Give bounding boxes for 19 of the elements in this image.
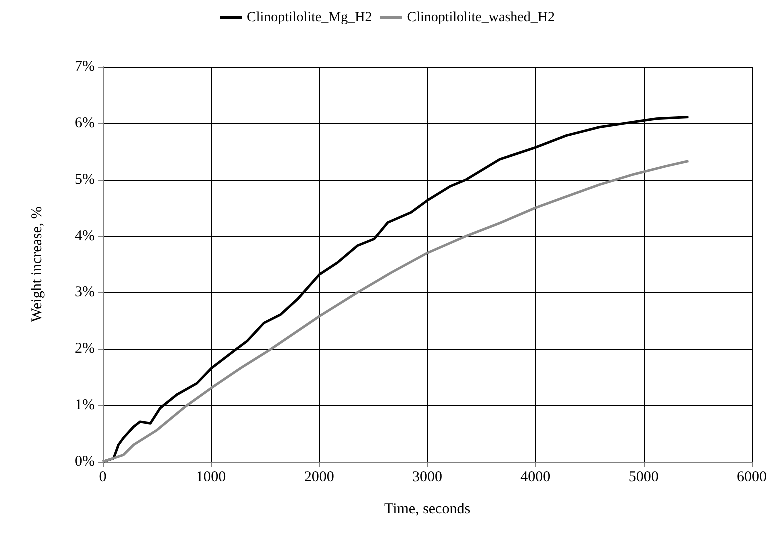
y-axis-title: Weight increase, %	[30, 206, 46, 322]
y-tick-label: 5%	[75, 172, 95, 188]
x-tick-label: 1000	[196, 470, 226, 486]
y-tick-label: 4%	[75, 228, 95, 244]
y-tick-label: 7%	[75, 59, 95, 75]
x-tick-label: 2000	[304, 470, 334, 486]
x-tick-label: 4000	[520, 470, 551, 486]
x-tick-label: 6000	[737, 470, 767, 486]
y-tick-label: 6%	[75, 115, 95, 132]
x-tick-label: 3000	[412, 470, 442, 486]
legend-label: Clinoptilolite_Mg_H2	[247, 10, 372, 26]
x-tick-label: 5000	[628, 470, 659, 486]
y-tick-label: 0%	[75, 454, 95, 470]
y-tick-label: 3%	[75, 284, 95, 301]
x-axis-title: Time, seconds	[384, 502, 471, 518]
y-tick-label: 2%	[75, 341, 95, 358]
y-tick-label: 1%	[75, 398, 95, 414]
x-tick-label: 0	[99, 470, 107, 486]
legend-label: Clinoptilolite_washed_H2	[407, 10, 555, 26]
